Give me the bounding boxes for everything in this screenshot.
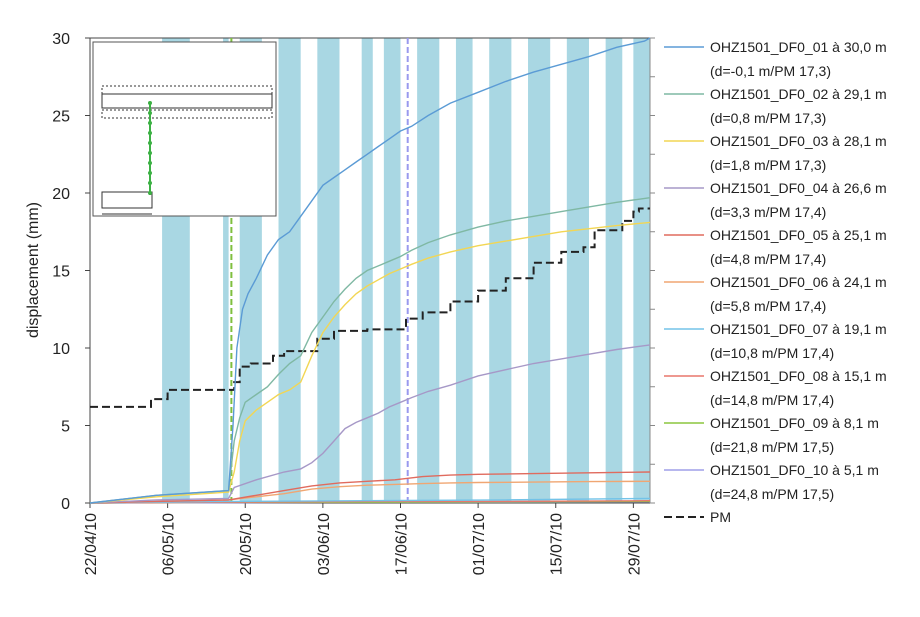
inset-sensor-dot	[148, 141, 152, 145]
y-tick-label: 0	[61, 496, 70, 513]
inset-sensor-dot	[148, 101, 152, 105]
y-tick-label: 5	[61, 419, 70, 436]
series-line	[89, 471, 651, 504]
legend-label: OHZ1501_DF0_09 à 8,1 m	[710, 415, 879, 431]
shaded-bands	[162, 38, 650, 503]
shaded-band	[317, 38, 340, 503]
x-tick-label: 03/06/10	[316, 513, 333, 575]
legend-label: OHZ1501_DF0_02 à 29,1 m	[710, 86, 887, 102]
inset-sensors	[148, 101, 152, 195]
legend-sublabel: (d=1,8 m/PM 17,3)	[710, 157, 826, 173]
inset-sensor-dot	[148, 191, 152, 195]
x-tick-label: 17/06/10	[393, 513, 410, 575]
shaded-band	[633, 38, 650, 503]
shaded-band	[417, 38, 440, 503]
legend-label: OHZ1501_DF0_01 à 30,0 m	[710, 39, 887, 55]
x-axis: 22/04/10 06/05/10 20/05/10 03/06/10 17/06/10…	[83, 503, 643, 575]
inset-sensor-dot	[148, 181, 152, 185]
shaded-band	[455, 38, 473, 503]
y-tick-label: 25	[52, 109, 70, 126]
legend-sublabel: (d=5,8 m/PM 17,4)	[710, 298, 826, 314]
inset-diagram	[92, 41, 277, 217]
legend-label: OHZ1501_DF0_08 à 15,1 m	[710, 368, 887, 384]
inset-layer-low	[101, 109, 273, 119]
y-tick-label: 10	[52, 341, 70, 358]
shaded-band	[605, 38, 623, 503]
inset-sensor-dot	[148, 161, 152, 165]
legend-label: OHZ1501_DF0_04 à 26,6 m	[710, 180, 887, 196]
shaded-band	[528, 38, 551, 503]
x-tick-label: 15/07/10	[549, 513, 566, 575]
inset-layer-top	[101, 85, 273, 95]
x-tick-label: 20/05/10	[238, 513, 255, 575]
y-tick-label: 15	[52, 264, 70, 281]
legend-sublabel: (d=24,8 m/PM 17,5)	[710, 486, 834, 502]
legend-sublabel: (d=21,8 m/PM 17,5)	[710, 439, 834, 455]
legend-label: OHZ1501_DF0_10 à 5,1 m	[710, 462, 879, 478]
series-line	[89, 344, 651, 504]
legend-sublabel: (d=4,8 m/PM 17,4)	[710, 251, 826, 267]
legend-label: OHZ1501_DF0_06 à 24,1 m	[710, 274, 887, 290]
legend-sublabel: (d=3,3 m/PM 17,4)	[710, 204, 826, 220]
legend-sublabel: (d=14,8 m/PM 17,4)	[710, 392, 834, 408]
inset-box	[101, 191, 153, 209]
y-tick-label: 20	[52, 186, 70, 203]
inset-sensor-dot	[148, 171, 152, 175]
shaded-band	[383, 38, 401, 503]
inset-sensor-dot	[148, 111, 152, 115]
series-line	[89, 497, 651, 504]
inset-sensor-dot	[148, 121, 152, 125]
legend-label: PM	[710, 509, 731, 525]
series-line	[89, 197, 651, 504]
legend-sublabel: (d=-0,1 m/PM 17,3)	[710, 63, 831, 79]
legend: OHZ1501_DF0_01 à 30,0 m (d=-0,1 m/PM 17,3…	[664, 39, 887, 525]
inset-frame	[92, 41, 277, 217]
legend-sublabel: (d=10,8 m/PM 17,4)	[710, 345, 834, 361]
shaded-band	[278, 38, 301, 503]
legend-sublabel: (d=0,8 m/PM 17,3)	[710, 110, 826, 126]
series-lines	[89, 37, 651, 504]
inset-sensor-dot	[148, 151, 152, 155]
x-tick-label: 01/07/10	[471, 513, 488, 575]
legend-label: OHZ1501_DF0_07 à 19,1 m	[710, 321, 887, 337]
series-line	[89, 221, 651, 504]
y-axis: 0 5 10 15 20 25 30	[52, 31, 90, 513]
x-tick-label: 22/04/10	[83, 513, 100, 575]
inset-layer-mid	[101, 93, 273, 109]
series-line	[89, 37, 651, 504]
series-line	[90, 207, 650, 408]
x-tick-label: 29/07/10	[626, 513, 643, 575]
x-tick-label: 06/05/10	[161, 513, 178, 575]
legend-label: OHZ1501_DF0_03 à 28,1 m	[710, 133, 887, 149]
shaded-band	[489, 38, 512, 503]
shaded-band	[566, 38, 590, 503]
y-axis-title: displacement (mm)	[25, 202, 42, 338]
shaded-band	[223, 38, 229, 503]
legend-label: OHZ1501_DF0_05 à 25,1 m	[710, 227, 887, 243]
right-axis-ticks	[650, 37, 655, 504]
inset-sensor-dot	[148, 131, 152, 135]
y-tick-label: 30	[52, 31, 70, 48]
